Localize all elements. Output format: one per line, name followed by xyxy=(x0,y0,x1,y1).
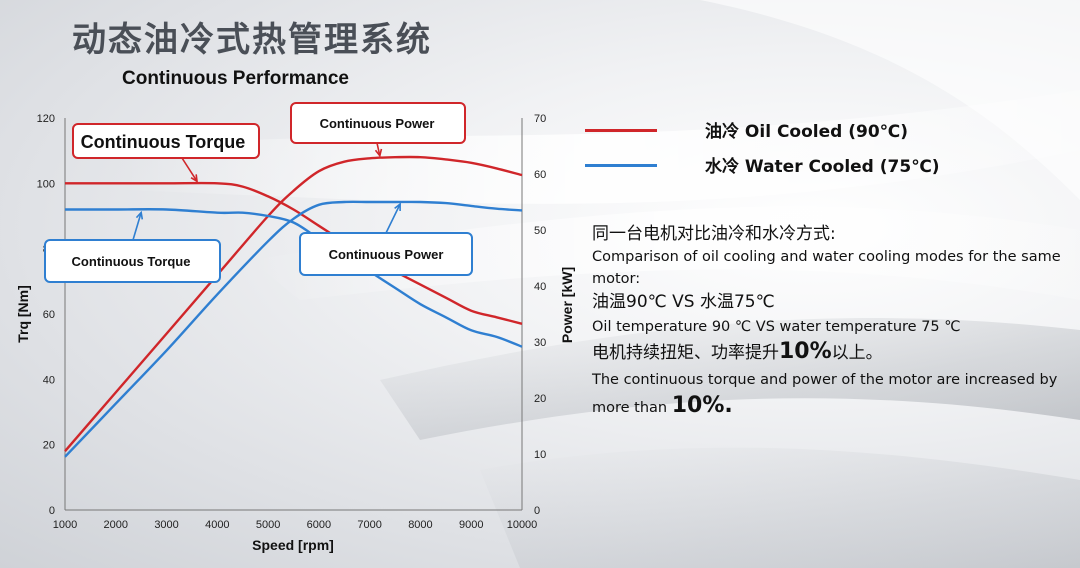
callout-oil-torque: Continuous Torque xyxy=(72,123,260,159)
callout-water-torque-label: Continuous Torque xyxy=(72,254,191,269)
desc-line-5-prefix: 电机持续扭矩、功率提升 xyxy=(592,343,779,363)
callout-oil-power-pointer xyxy=(374,142,383,158)
callout-water-power: Continuous Power xyxy=(299,232,473,276)
desc-line-1: 同一台电机对比油冷和水冷方式: xyxy=(592,224,836,244)
legend-label-water: 水冷 Water Cooled (75℃) xyxy=(705,157,940,177)
x-tick-label: 6000 xyxy=(307,519,331,531)
legend-swatch-oil xyxy=(585,129,657,132)
x-tick-label: 9000 xyxy=(459,519,483,531)
callout-oil-torque-label: Continuous Torque xyxy=(81,132,246,152)
callout-water-torque-pointer xyxy=(132,210,144,241)
description: 同一台电机对比油冷和水冷方式: Comparison of oil coolin… xyxy=(592,222,1078,421)
y2-tick-label: 70 xyxy=(534,113,546,125)
y-tick-label: 0 xyxy=(49,505,55,517)
desc-line-6-prefix: The continuous torque and power of the m… xyxy=(592,372,1058,416)
chart-series xyxy=(64,155,523,458)
callout-water-power-label: Continuous Power xyxy=(329,247,444,262)
y2-tick-label: 20 xyxy=(534,393,546,405)
callout-oil-power-label: Continuous Power xyxy=(320,116,435,131)
y-tick-label: 40 xyxy=(43,374,55,386)
desc-line-2: Comparison of oil cooling and water cool… xyxy=(592,249,1061,287)
desc-line-5-suffix: 以上。 xyxy=(831,343,883,363)
y-axis-label: Trq [Nm] xyxy=(15,285,31,343)
callout-oil-torque-pointer xyxy=(181,157,199,183)
callout-water-torque: Continuous Torque xyxy=(44,239,221,283)
callout-water-power-pointer xyxy=(385,202,401,234)
chart-subtitle: Continuous Performance xyxy=(122,68,349,89)
desc-line-6-emph: 10%. xyxy=(671,393,733,418)
x-axis-label: Speed [rpm] xyxy=(252,537,334,553)
legend-label-oil: 油冷 Oil Cooled (90℃) xyxy=(705,122,909,142)
y2-axis-label: Power [kW] xyxy=(559,267,575,343)
desc-line-5-emph: 10% xyxy=(779,339,832,364)
series-line-water-power xyxy=(64,200,523,458)
x-tick-label: 5000 xyxy=(256,519,280,531)
y2-tick-label: 0 xyxy=(534,505,540,517)
page-title: 动态油冷式热管理系统 xyxy=(72,20,432,60)
y-tick-label: 120 xyxy=(37,113,55,125)
callout-oil-power: Continuous Power xyxy=(290,102,466,144)
legend-swatch-water xyxy=(585,164,657,167)
y2-tick-label: 10 xyxy=(534,449,546,461)
desc-line-4: Oil temperature 90 ℃ VS water temperatur… xyxy=(592,319,961,335)
desc-line-6: The continuous torque and power of the m… xyxy=(592,367,1078,421)
x-tick-label: 7000 xyxy=(357,519,381,531)
x-tick-label: 2000 xyxy=(104,519,128,531)
legend-item-oil: 油冷 Oil Cooled (90℃) xyxy=(585,117,1005,145)
x-tick-label: 4000 xyxy=(205,519,229,531)
legend-item-water: 水冷 Water Cooled (75℃) xyxy=(585,152,1005,180)
x-tick-label: 1000 xyxy=(53,519,77,531)
y-tick-label: 60 xyxy=(43,309,55,321)
chart-ticks: 1000 2000 3000 4000 5000 6000 7000 8000 9000 1000… xyxy=(37,113,547,531)
y-tick-label: 100 xyxy=(37,178,55,190)
y-tick-label: 20 xyxy=(43,440,55,452)
desc-line-3: 油温90℃ VS 水温75℃ xyxy=(592,292,775,312)
y2-tick-label: 60 xyxy=(534,169,546,181)
callout-pointers xyxy=(132,142,401,241)
y2-tick-label: 50 xyxy=(534,225,546,237)
x-tick-label: 10000 xyxy=(507,519,538,531)
y2-tick-label: 30 xyxy=(534,337,546,349)
y2-tick-label: 40 xyxy=(534,281,546,293)
x-tick-label: 3000 xyxy=(154,519,178,531)
x-tick-label: 8000 xyxy=(408,519,432,531)
desc-line-5: 电机持续扭矩、功率提升10%以上。 xyxy=(592,338,1078,367)
series-line-oil-power xyxy=(64,155,523,452)
chart-axes xyxy=(64,118,523,511)
